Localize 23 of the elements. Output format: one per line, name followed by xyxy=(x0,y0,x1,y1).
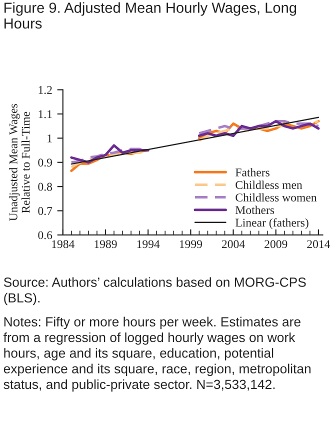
x-tick-label: 1984 xyxy=(52,240,75,248)
y-axis-title: Unadjusted Mean Wages Relative to Full-Time xyxy=(9,104,30,221)
x-tick-label: 1999 xyxy=(180,240,202,248)
legend-label: Fathers xyxy=(236,168,270,176)
text: Notes: Fifty or more hours per week. Estimates are from a regression of logged hourly wages on work hours, age and its square, education, potential experience and its square, race, region, metropolitan status, and public-private sector. N=3,533,142. xyxy=(4,316,310,392)
x-tick-label: 2014 xyxy=(307,240,330,248)
legend-label: Childless women xyxy=(236,193,317,202)
y-tick-label: 1.2 xyxy=(38,86,52,94)
x-tick-label: 1989 xyxy=(94,240,117,248)
chart-title: Figure 9. Adjusted Mean Hourly Wages, Long Hours xyxy=(4,2,296,29)
source-note: Source: Authors’ calculations based on MORG-CPS (BLS). xyxy=(4,277,306,306)
legend-label: Mothers xyxy=(236,206,274,214)
y-tick-label: 1 xyxy=(48,134,52,142)
y-tick-label: 0.9 xyxy=(38,158,52,167)
legend-label: Childless men xyxy=(236,180,302,189)
x-tick-label: 2009 xyxy=(264,240,288,248)
x-tick-label: 1994 xyxy=(137,240,160,248)
x-tick-label: 2004 xyxy=(222,240,245,248)
y-tick-label: 0.6 xyxy=(38,231,52,240)
y-tick-label: 1.1 xyxy=(38,110,52,118)
legend-label: Linear (fathers) xyxy=(236,218,308,230)
y-tick-label: 0.8 xyxy=(38,182,52,191)
y-tick-label: 0.7 xyxy=(38,207,52,216)
